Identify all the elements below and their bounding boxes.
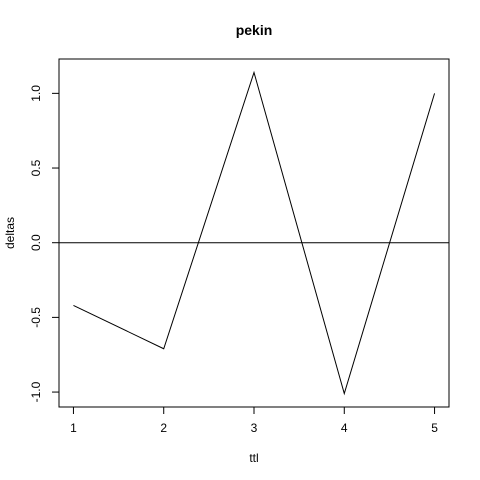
x-axis-label: ttl (249, 451, 258, 465)
y-tick-label: -0.5 (29, 307, 43, 328)
x-tick-label: 3 (251, 421, 258, 435)
y-axis-label: deltas (3, 217, 17, 249)
y-axis: -1.0 -0.5 0.0 0.5 1.0 (29, 85, 60, 402)
y-tick-label: 0.0 (29, 234, 43, 251)
x-tick-label: 4 (341, 421, 348, 435)
y-tick-label: 1.0 (29, 85, 43, 102)
y-tick-label: 0.5 (29, 159, 43, 176)
chart-title: pekin (236, 22, 273, 38)
x-axis: 1 2 3 4 5 (70, 406, 438, 435)
y-tick-label: -1.0 (29, 381, 43, 402)
x-tick-label: 1 (70, 421, 77, 435)
x-tick-label: 5 (431, 421, 438, 435)
plot-area (59, 70, 449, 396)
x-tick-label: 2 (160, 421, 167, 435)
series-line (73, 70, 436, 396)
